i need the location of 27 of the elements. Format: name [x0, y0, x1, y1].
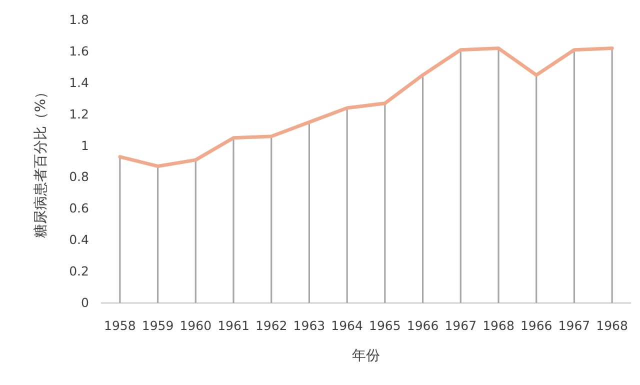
line-series	[118, 46, 614, 168]
x-tick-label: 1962	[255, 318, 288, 333]
x-tick-label: 1964	[331, 318, 364, 333]
y-tick-label: 0.2	[69, 264, 89, 279]
y-tick-label: 1.6	[69, 43, 90, 58]
x-tick-label: 1966	[406, 318, 439, 333]
x-tick-label: 1959	[142, 318, 174, 333]
y-tick-label: 1.4	[69, 74, 90, 90]
x-tick-label: 1963	[293, 318, 326, 333]
x-tick-label: 1961	[218, 318, 250, 333]
x-axis-title: 年份	[352, 348, 380, 364]
y-tick-label: 0.6	[69, 200, 90, 216]
y-tick-label: 0.8	[69, 169, 90, 184]
y-axis-title: 糖尿病患者百分比（%）	[33, 84, 49, 238]
x-tick-label: 1967	[558, 318, 590, 333]
y-tick-label: 0.4	[69, 232, 90, 248]
y-tick-label: 1.8	[69, 12, 90, 27]
x-tick-label: 1968	[482, 318, 514, 333]
x-tick-label: 1960	[180, 318, 212, 333]
x-tick-label: 1965	[369, 318, 401, 333]
x-tick-label: 1968	[596, 318, 628, 333]
x-tick-label: 1967	[444, 318, 477, 333]
y-tick-label: 0	[81, 295, 90, 310]
x-tick-label: 1966	[520, 318, 552, 333]
y-tick-label: 1	[81, 138, 89, 153]
x-tick-label: 1958	[104, 318, 136, 333]
y-tick-label: 1.2	[69, 106, 89, 122]
